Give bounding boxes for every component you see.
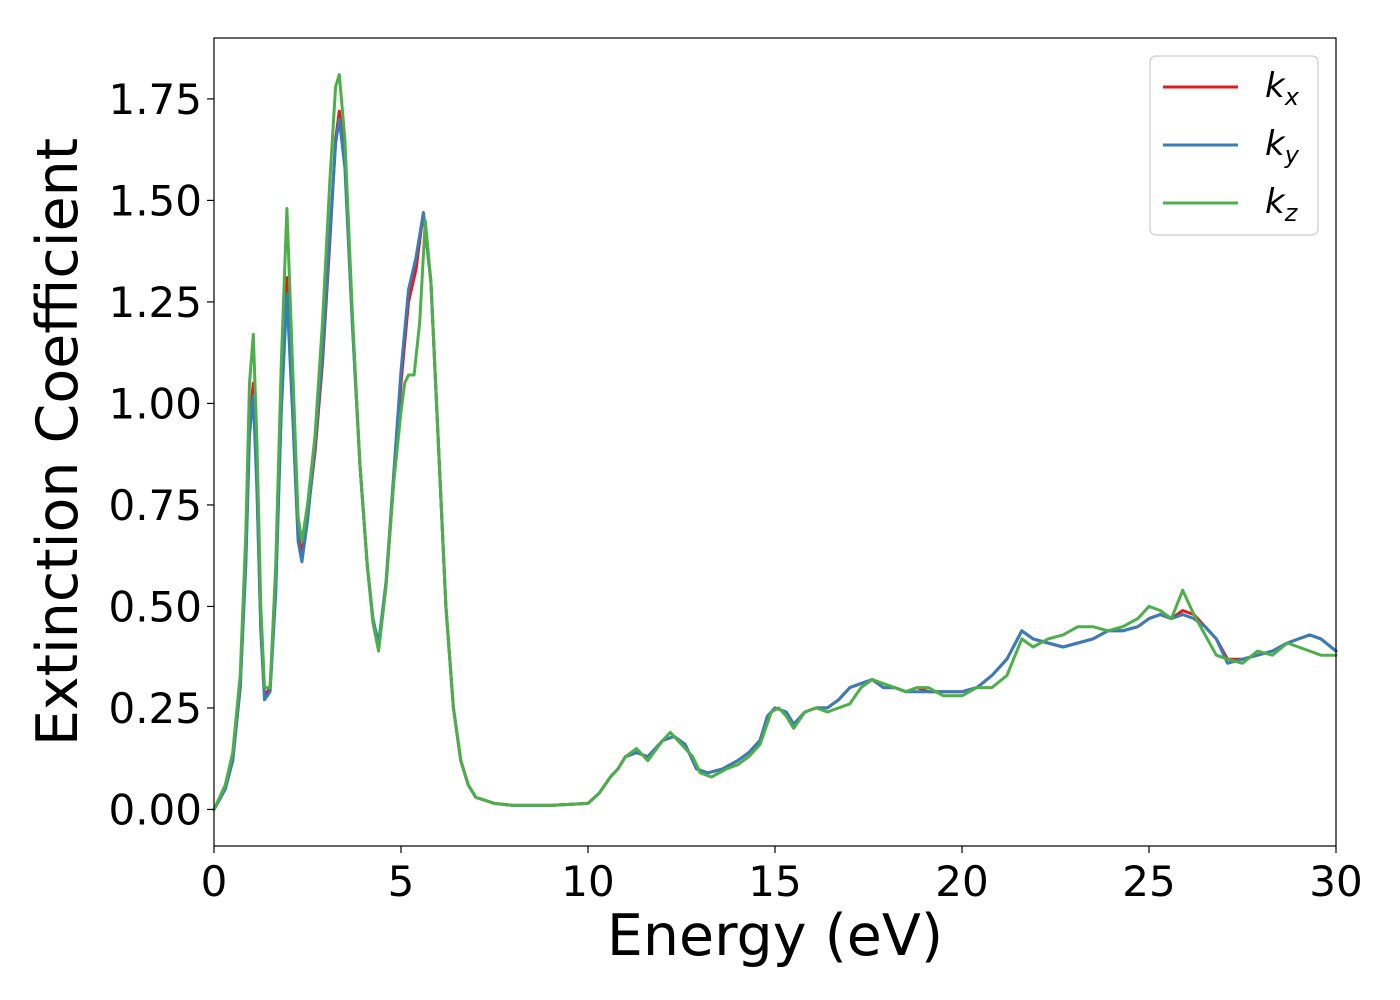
y-tick-label: 0.50 — [108, 582, 202, 631]
y-tick-label: 1.00 — [108, 379, 202, 428]
y-axis-title: Extinction Coefficient — [25, 138, 91, 746]
x-tick-label: 30 — [1309, 857, 1362, 906]
series-line-k-z — [212, 73, 1338, 811]
y-axis-ticks: 0.00 0.25 0.50 0.75 1.00 1.25 1.50 1.75 — [108, 75, 214, 834]
x-tick-label: 0 — [201, 857, 228, 906]
legend: kx ky kz — [1149, 55, 1319, 236]
y-tick-label: 0.25 — [108, 684, 202, 733]
y-tick-label: 1.25 — [108, 278, 202, 327]
y-tick-label: 0.75 — [108, 481, 202, 530]
legend-label-k-z: kz — [1265, 182, 1299, 227]
x-tick-label: 15 — [748, 857, 801, 906]
legend-label-k-x: kx — [1265, 66, 1300, 111]
series-layer — [212, 73, 1338, 811]
y-tick-label: 1.75 — [108, 75, 202, 124]
x-axis-ticks: 0 5 10 15 20 25 30 — [201, 846, 1363, 906]
x-tick-label: 10 — [561, 857, 614, 906]
x-tick-label: 25 — [1122, 857, 1175, 906]
y-tick-label: 1.50 — [108, 176, 202, 225]
y-tick-label: 0.00 — [108, 785, 202, 834]
x-tick-label: 5 — [388, 857, 415, 906]
x-axis-title: Energy (eV) — [607, 903, 943, 969]
legend-label-k-y: ky — [1265, 124, 1300, 169]
x-tick-label: 20 — [935, 857, 988, 906]
